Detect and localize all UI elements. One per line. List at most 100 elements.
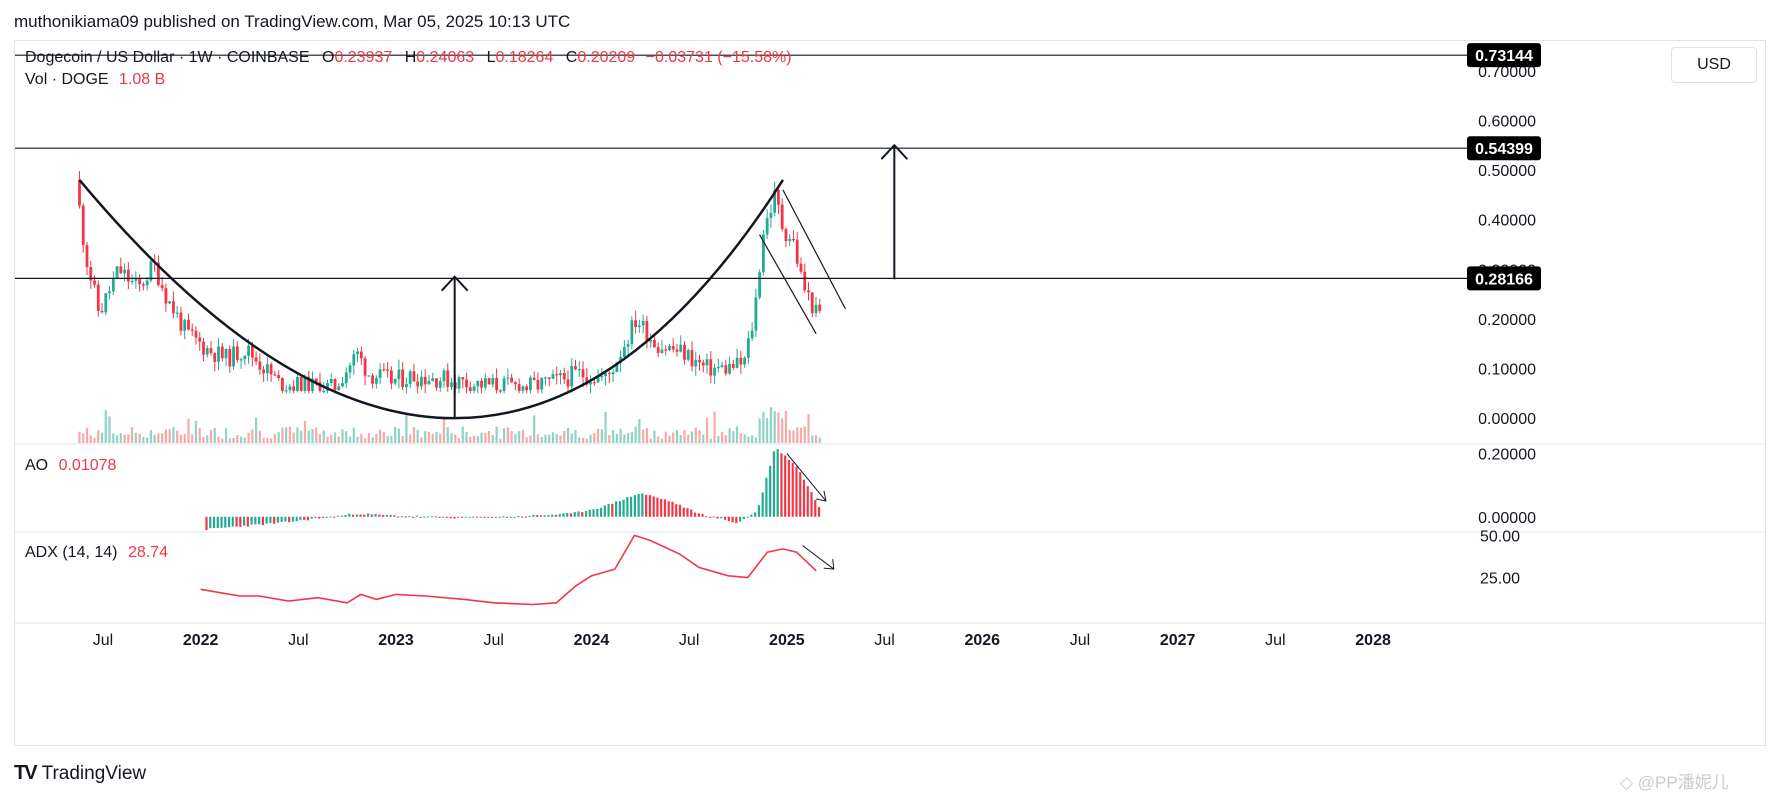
volume-bar: [360, 433, 363, 443]
currency-button[interactable]: USD: [1671, 47, 1757, 83]
ao-bar: [288, 516, 291, 523]
ao-bar: [502, 516, 505, 518]
candle: [232, 346, 235, 367]
candle: [589, 382, 592, 385]
volume-bar: [217, 436, 220, 443]
volume-bar: [540, 436, 543, 443]
candle: [179, 312, 183, 331]
volume-label[interactable]: Vol · DOGE: [25, 71, 109, 88]
volume-bar: [236, 435, 239, 443]
ao-bar: [216, 516, 219, 528]
candle: [307, 376, 311, 391]
volume-bar: [281, 427, 284, 443]
volume-bar: [578, 437, 581, 443]
candle: [446, 370, 450, 387]
volume-bar: [623, 434, 626, 443]
volume-bar: [521, 429, 525, 443]
volume-bar: [209, 429, 213, 443]
volume-bar: [213, 427, 216, 443]
candle: [374, 377, 378, 384]
ao-value: 0.01078: [58, 457, 117, 474]
ao-bar: [772, 451, 776, 517]
ao-bar: [509, 516, 512, 518]
volume-bar: [465, 431, 468, 443]
ao-bar: [378, 514, 381, 517]
candle: [683, 344, 686, 360]
candle: [803, 271, 807, 291]
volume-bar: [315, 427, 318, 443]
volume-bar: [198, 427, 201, 443]
volume-bar: [799, 427, 803, 443]
chart-frame[interactable]: 0.700000.600000.500000.400000.300000.200…: [14, 40, 1767, 747]
adx-trend-arrow-head: [823, 559, 835, 570]
candle: [130, 280, 134, 283]
candle: [656, 347, 660, 353]
candle: [209, 348, 213, 354]
candle: [634, 320, 638, 327]
candle: [585, 377, 589, 385]
candle: [513, 382, 517, 385]
volume-bar: [255, 417, 258, 443]
candle: [653, 339, 656, 348]
volume-bar: [322, 430, 325, 443]
ao-bar: [483, 516, 486, 518]
change-value: −0.03731 (−15.58%): [645, 49, 792, 66]
candle: [532, 377, 536, 380]
volume-bar: [638, 418, 641, 443]
adx-label[interactable]: ADX (14, 14): [25, 544, 118, 561]
candle: [239, 359, 243, 361]
volume-bar: [596, 428, 600, 443]
candle: [664, 349, 668, 351]
ao-bar: [224, 516, 227, 528]
volume-bar: [318, 434, 322, 443]
candle: [288, 386, 292, 391]
candle: [175, 312, 179, 314]
volume-value: 1.08 B: [119, 71, 166, 88]
candle: [108, 291, 111, 294]
volume-bar: [503, 428, 506, 443]
volume-bar: [732, 431, 735, 443]
candle: [698, 359, 701, 363]
candle: [502, 378, 506, 391]
volume-bar: [630, 432, 633, 443]
channel-line: [782, 189, 847, 310]
candle: [93, 280, 96, 285]
ao-bar: [385, 514, 388, 517]
ao-bar: [265, 516, 268, 524]
time-axis-tick: Jul: [874, 632, 894, 649]
ao-bar: [453, 516, 456, 519]
ao-bar: [735, 516, 738, 524]
ao-bar: [333, 516, 336, 518]
candle: [220, 346, 224, 359]
volume-bar: [735, 426, 739, 443]
candle: [356, 351, 359, 355]
ao-bar: [547, 515, 550, 517]
ao-bar: [817, 506, 821, 517]
volume-bar: [115, 435, 119, 443]
volume-bar: [172, 427, 175, 443]
ao-bar: [671, 501, 674, 517]
ao-bar: [765, 477, 768, 517]
volume-bar: [85, 427, 89, 443]
ao-bar: [630, 496, 633, 517]
volume-bar: [356, 436, 359, 443]
ao-bar: [430, 516, 434, 518]
tradingview-logo[interactable]: TV TradingView: [14, 762, 146, 785]
ao-bar: [250, 516, 253, 525]
candle: [686, 350, 690, 360]
volume-bar: [690, 431, 694, 443]
volume-bar: [439, 433, 442, 443]
candle: [111, 278, 115, 292]
candle: [348, 365, 352, 373]
ao-label[interactable]: AO: [25, 457, 49, 474]
ao-bar: [675, 504, 678, 517]
adx-legend: ADX (14, 14) 28.74: [25, 544, 168, 562]
candle: [592, 382, 596, 384]
symbol-name[interactable]: Dogecoin / US Dollar · 1W · COINBASE: [25, 49, 310, 66]
volume-bar: [424, 431, 427, 443]
volume-bar: [93, 437, 96, 443]
volume-bar: [401, 436, 404, 443]
chart-canvas[interactable]: 0.700000.600000.500000.400000.300000.200…: [15, 41, 1767, 747]
candle: [622, 346, 626, 357]
ao-bar: [806, 486, 809, 517]
